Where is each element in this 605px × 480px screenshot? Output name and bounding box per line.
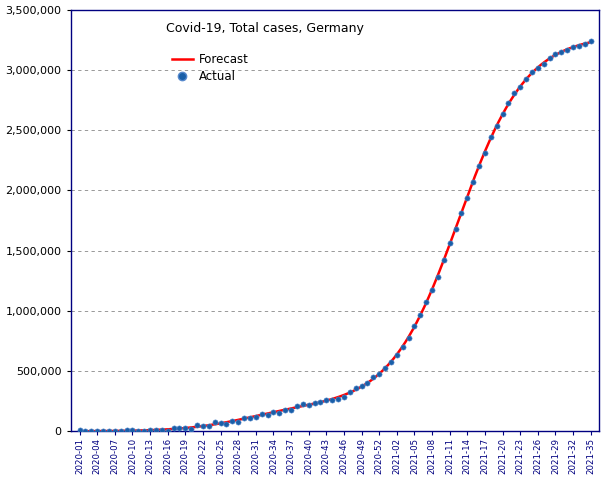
Actual [93,427,102,434]
Actual [298,401,307,408]
Actual [568,43,578,51]
Actual [80,428,90,435]
Actual [462,194,472,202]
Actual [245,414,255,421]
Text: Covid-19, Total cases, Germany: Covid-19, Total cases, Germany [166,22,364,35]
Forecast [76,428,83,434]
Actual [457,209,466,217]
Actual [539,60,549,68]
Actual [392,351,402,359]
Actual [533,64,543,72]
Actual [286,406,296,414]
Actual [269,408,278,416]
Actual [239,414,249,421]
Actual [562,47,572,54]
Actual [221,420,231,428]
Actual [186,425,196,433]
Actual [234,418,243,426]
Actual [357,383,367,390]
Actual [151,426,161,434]
Actual [116,428,125,435]
Actual [227,418,237,425]
Actual [215,420,225,427]
Actual [557,48,566,55]
Actual [421,298,431,306]
Actual [521,75,531,83]
Actual [175,425,185,432]
Actual [574,42,584,49]
Actual [110,427,120,435]
Actual [439,256,448,264]
Actual [380,364,390,372]
Forecast [402,340,409,346]
Actual [169,425,178,432]
Actual [333,395,343,403]
Actual [198,422,208,430]
Actual [327,396,337,404]
Actual [544,54,554,62]
Forecast [516,84,523,90]
Actual [180,424,190,432]
Forecast [587,39,594,45]
Actual [416,312,425,319]
Actual [210,419,220,426]
Forecast [373,373,380,379]
Actual [339,393,348,401]
Actual [292,402,302,410]
Actual [310,399,319,407]
Actual [433,273,443,281]
Actual [74,426,84,433]
Line: Forecast: Forecast [79,42,590,431]
Actual [509,90,519,97]
Actual [104,427,114,435]
Actual [251,413,261,420]
Actual [498,110,508,118]
Actual [128,426,137,434]
Actual [374,370,384,377]
Actual [451,225,460,233]
Actual [98,428,108,435]
Actual [468,178,478,186]
Actual [362,380,372,387]
Actual [586,37,595,45]
Forecast [107,428,114,434]
Actual [386,358,396,365]
Actual [345,388,355,396]
Actual [157,426,166,434]
Actual [580,40,590,48]
Actual [445,239,454,247]
Actual [134,427,143,435]
Actual [486,133,495,141]
Actual [515,83,525,91]
Forecast [386,360,393,366]
Actual [204,422,214,430]
Actual [192,421,202,429]
Forecast [463,194,471,200]
Actual [474,162,484,170]
Actual [368,373,378,381]
Actual [87,427,96,435]
Actual [398,343,408,350]
Actual [527,69,537,76]
Actual [163,427,172,434]
Actual [275,409,284,417]
Actual [145,426,155,433]
Actual [404,335,413,342]
Actual [503,99,513,107]
Actual [410,323,419,330]
Actual [280,407,290,414]
Actual [139,427,149,434]
Actual [427,286,437,294]
Legend: Forecast, Actual: Forecast, Actual [172,53,249,83]
Actual [492,122,502,130]
Actual [263,411,272,419]
Actual [321,396,331,404]
Actual [304,401,313,409]
Actual [551,50,560,58]
Actual [122,426,131,433]
Actual [257,410,266,418]
Actual [351,384,361,392]
Actual [480,149,489,156]
Actual [316,398,325,406]
